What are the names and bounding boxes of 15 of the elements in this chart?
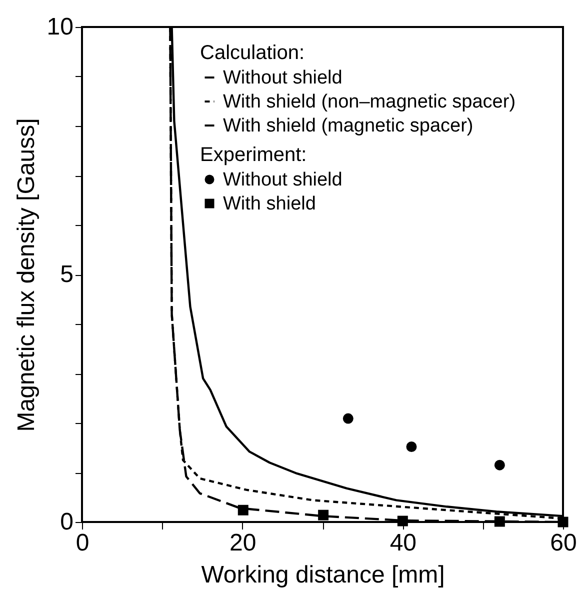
x-tick-label: 40 [390,530,417,556]
legend-title: Calculation: [200,42,305,64]
y-tick-label: 5 [60,261,74,288]
y-axis-title: Magnetic flux density [Gauss] [12,118,40,432]
legend-label: With shield [223,194,316,214]
legend-label: Without shield [223,170,342,190]
legend-label: With shield (non–magnetic spacer) [223,92,516,112]
y-tick-label: 0 [60,508,74,536]
x-tick-label: 20 [229,530,256,556]
annotation: Experiment: [200,144,307,166]
legend-label: Without shield [223,68,342,88]
y-tick-label: 10 [46,14,74,40]
x-tick-label: 60 [550,530,577,556]
x-axis-title: Working distance [mm] [201,562,445,588]
legend-label: With shield (magnetic spacer) [223,116,474,136]
